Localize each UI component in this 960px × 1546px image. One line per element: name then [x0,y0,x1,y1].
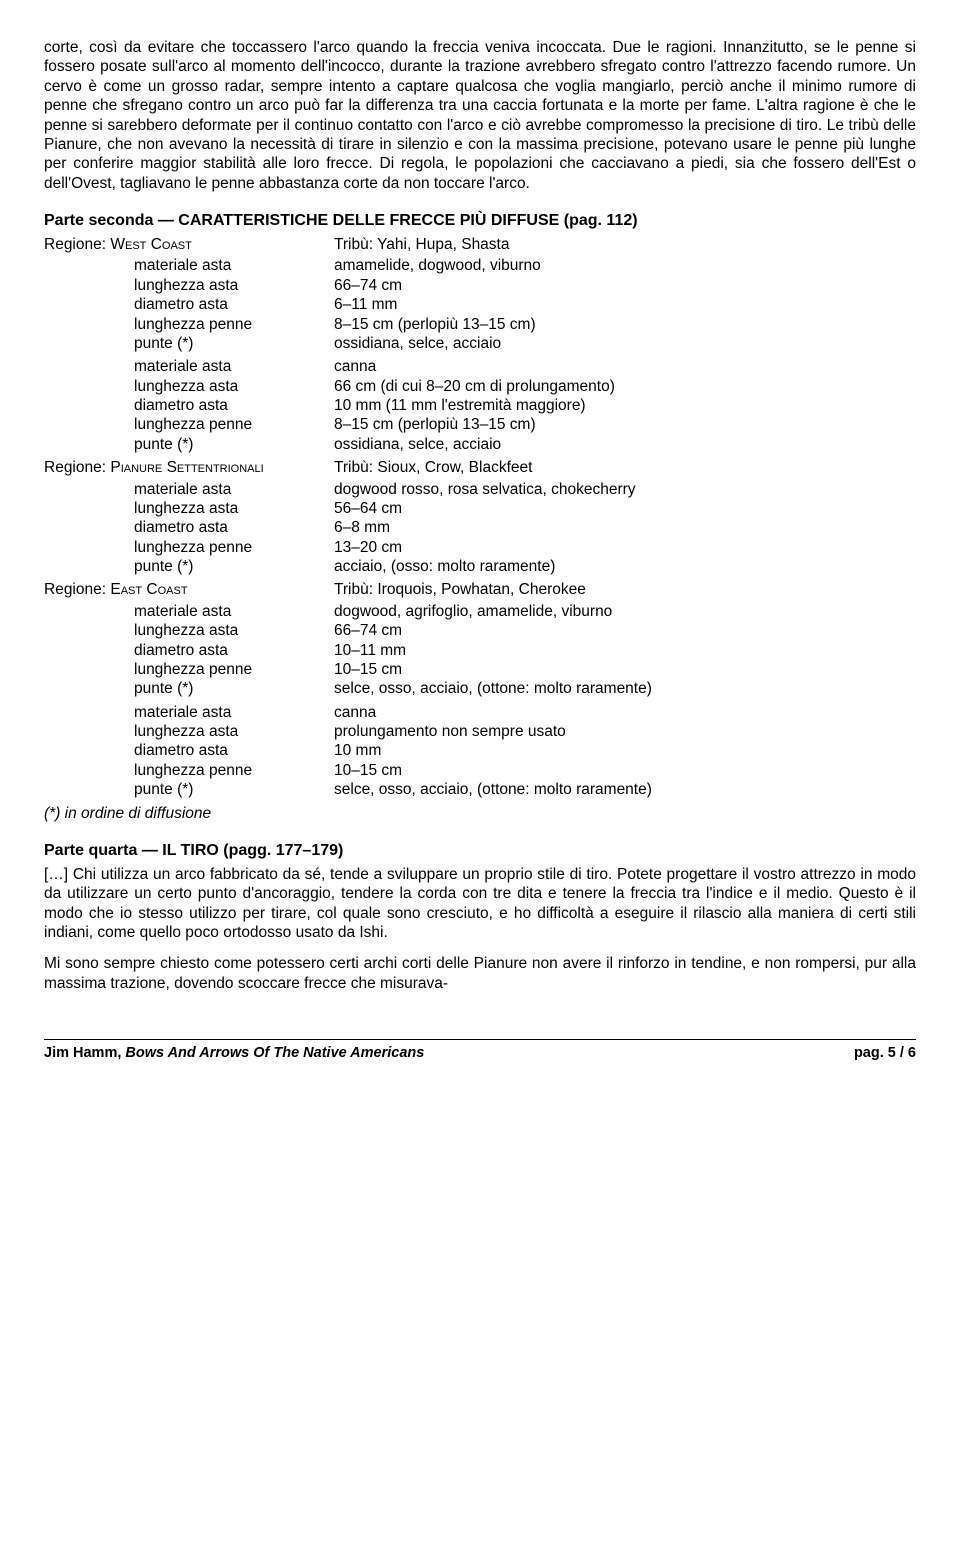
spec-label: lunghezza asta [134,276,334,295]
spec-label: lunghezza penne [134,538,334,557]
body-paragraph-4b: Mi sono sempre chiesto come potessero ce… [44,954,916,993]
spec-value: 10–15 cm [334,761,916,780]
spec-label: diametro asta [134,518,334,537]
spec-value: ossidiana, selce, acciaio [334,334,916,353]
region-prefix: Regione: [44,581,110,598]
spec-value: 10–11 mm [334,641,916,660]
spec-label: diametro asta [134,741,334,760]
table-footnote: (*) in ordine di diffusione [44,804,916,823]
spec-value: canna [334,357,916,376]
spec-label: lunghezza penne [134,315,334,334]
spec-value: amamelide, dogwood, viburno [334,256,916,275]
spec-label: punte (*) [134,679,334,698]
spec-value: 6–8 mm [334,518,916,537]
region-pianure-settentrionali: Regione: Pianure Settentrionali Tribù: S… [44,458,916,576]
spec-label: lunghezza penne [134,660,334,679]
spec-label: punte (*) [134,557,334,576]
section-4-title: Parte quarta — IL TIRO (pagg. 177–179) [44,841,916,861]
spec-label: diametro asta [134,641,334,660]
spec-value: 66 cm (di cui 8–20 cm di prolungamento) [334,377,916,396]
spec-label: lunghezza asta [134,722,334,741]
spec-label: punte (*) [134,780,334,799]
spec-value: selce, osso, acciaio, (ottone: molto rar… [334,679,916,698]
tribu-label: Tribù: Iroquois, Powhatan, Cherokee [334,580,586,599]
spec-label: materiale asta [134,602,334,621]
spec-label: lunghezza asta [134,621,334,640]
footer-page-number: pag. 5 / 6 [854,1044,916,1062]
spec-value: 10–15 cm [334,660,916,679]
page-footer: Jim Hamm, Bows And Arrows Of The Native … [44,1039,916,1062]
spec-label: materiale asta [134,480,334,499]
body-paragraph-4a: […] Chi utilizza un arco fabbricato da s… [44,865,916,943]
spec-value: prolungamento non sempre usato [334,722,916,741]
spec-value: canna [334,703,916,722]
spec-value: 66–74 cm [334,276,916,295]
spec-value: 10 mm [334,741,916,760]
spec-label: punte (*) [134,435,334,454]
footer-book-title: Bows And Arrows Of The Native Americans [125,1045,424,1061]
region-west-coast: Regione: West Coast Tribù: Yahi, Hupa, S… [44,235,916,454]
spec-label: lunghezza asta [134,499,334,518]
spec-value: 13–20 cm [334,538,916,557]
spec-label: lunghezza asta [134,377,334,396]
spec-value: 56–64 cm [334,499,916,518]
spec-label: punte (*) [134,334,334,353]
spec-label: materiale asta [134,703,334,722]
spec-value: dogwood, agrifoglio, amamelide, viburno [334,602,916,621]
spec-value: acciaio, (osso: molto raramente) [334,557,916,576]
spec-value: ossidiana, selce, acciaio [334,435,916,454]
spec-value: dogwood rosso, rosa selvatica, chokecher… [334,480,916,499]
spec-label: materiale asta [134,357,334,376]
spec-value: selce, osso, acciaio, (ottone: molto rar… [334,780,916,799]
spec-value: 8–15 cm (perlopiù 13–15 cm) [334,315,916,334]
spec-value: 66–74 cm [334,621,916,640]
spec-label: lunghezza penne [134,761,334,780]
tribu-label: Tribù: Yahi, Hupa, Shasta [334,235,509,254]
tribu-label: Tribù: Sioux, Crow, Blackfeet [334,458,532,477]
region-name: Pianure Settentrionali [110,459,263,476]
spec-label: materiale asta [134,256,334,275]
spec-value: 6–11 mm [334,295,916,314]
region-name: West Coast [110,236,191,253]
spec-label: diametro asta [134,396,334,415]
region-prefix: Regione: [44,459,110,476]
region-name: East Coast [110,581,187,598]
spec-value: 10 mm (11 mm l'estremità maggiore) [334,396,916,415]
spec-label: lunghezza penne [134,415,334,434]
spec-value: 8–15 cm (perlopiù 13–15 cm) [334,415,916,434]
footer-author: Jim Hamm, [44,1045,125,1061]
region-prefix: Regione: [44,236,110,253]
region-east-coast: Regione: East Coast Tribù: Iroquois, Pow… [44,580,916,799]
body-paragraph-1: corte, così da evitare che toccassero l'… [44,38,916,193]
section-2-title: Parte seconda — CARATTERISTICHE DELLE FR… [44,211,916,231]
spec-label: diametro asta [134,295,334,314]
